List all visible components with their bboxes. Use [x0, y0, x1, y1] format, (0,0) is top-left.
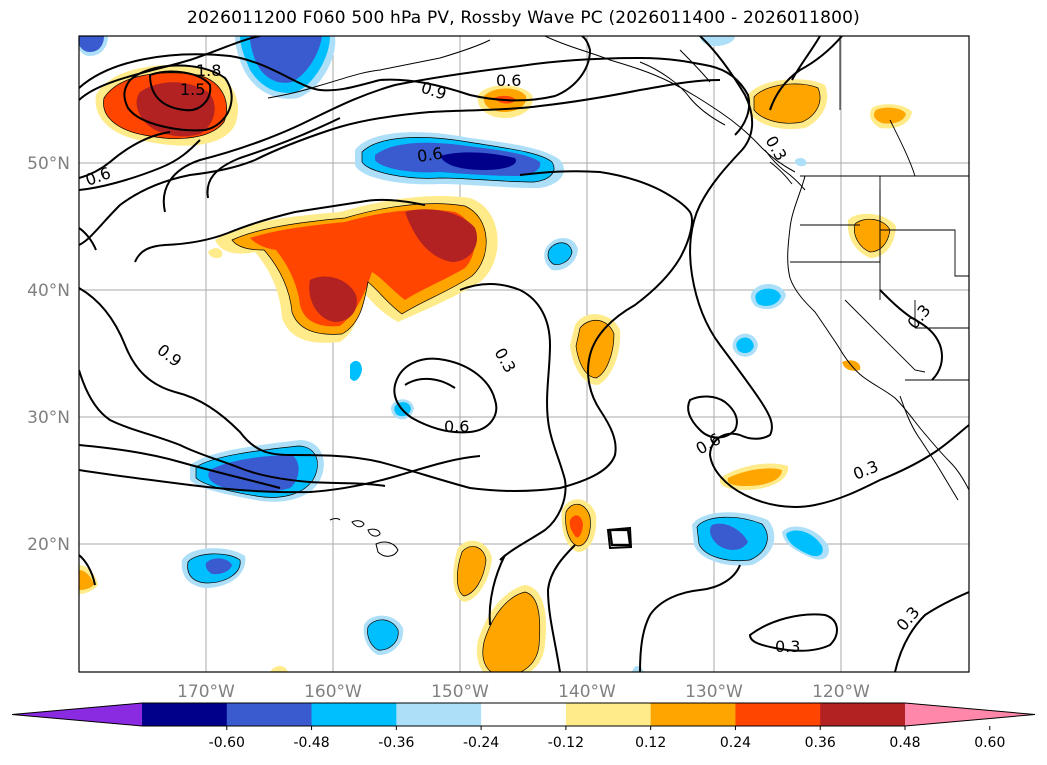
colorbar-segment — [311, 703, 397, 726]
colorbar-extend-max — [905, 703, 1035, 726]
colorbar-segment — [481, 703, 567, 726]
colorbar: -0.60 -0.48 -0.36 -0.24 -0.12 0.12 0.24 0.36 0.4… — [11, 702, 1036, 751]
lon-label: 150°W — [431, 682, 489, 702]
longitude-labels: 170°W 160°W 150°W 140°W 130°W 120°W — [177, 682, 870, 702]
colorbar-tick-label: 0.24 — [720, 735, 751, 751]
lon-label: 160°W — [304, 682, 362, 702]
lat-label: 50°N — [27, 154, 70, 174]
colorbar-tick-label: -0.36 — [378, 735, 414, 751]
map-title: 2026011200 F060 500 hPa PV, Rossby Wave … — [187, 8, 860, 28]
latitude-labels: 50°N 40°N 30°N 20°N — [27, 154, 70, 555]
lat-label: 20°N — [27, 535, 70, 555]
contour-label: 0.6 — [496, 71, 521, 90]
colorbar-tick-label: 0.36 — [805, 735, 836, 751]
colorbar-tick-label: -0.48 — [293, 735, 329, 751]
colorbar-tick-label: 0.12 — [635, 735, 666, 751]
colorbar-segment — [820, 703, 906, 726]
lon-label: 140°W — [558, 682, 616, 702]
colorbar-segment — [650, 703, 736, 726]
political-borders — [790, 36, 969, 381]
lat-label: 40°N — [27, 281, 70, 301]
contour-label: 0.3 — [775, 637, 800, 656]
colorbar-segment — [735, 703, 821, 726]
pv-contours — [79, 36, 969, 672]
lat-label: 30°N — [27, 408, 70, 428]
pv-fill-negative — [79, 36, 829, 672]
contour-label: 0.6 — [444, 417, 469, 436]
lon-label: 120°W — [812, 682, 870, 702]
map-frame — [78, 35, 970, 673]
contour-label: 1.5 — [180, 80, 205, 99]
colorbar-tick-label: -0.24 — [463, 735, 499, 751]
colorbar-segment — [565, 703, 652, 726]
colorbar-segment — [396, 703, 482, 726]
pv-fill-positive — [79, 65, 912, 672]
contour-label: 1.8 — [196, 61, 221, 80]
colorbar-tick-label: 0.60 — [974, 735, 1005, 751]
colorbar-segment — [226, 703, 313, 726]
colorbar-tick-label: 0.48 — [889, 735, 920, 751]
lon-label: 170°W — [177, 682, 235, 702]
contour-label: 0.6 — [416, 144, 444, 166]
lon-label: 130°W — [685, 682, 743, 702]
colorbar-tick-label: -0.60 — [209, 735, 245, 751]
colorbar-outline — [11, 702, 1036, 727]
colorbar-extend-min — [12, 703, 142, 726]
colorbar-tick-label: -0.12 — [548, 735, 584, 751]
colorbar-segment — [142, 703, 228, 726]
